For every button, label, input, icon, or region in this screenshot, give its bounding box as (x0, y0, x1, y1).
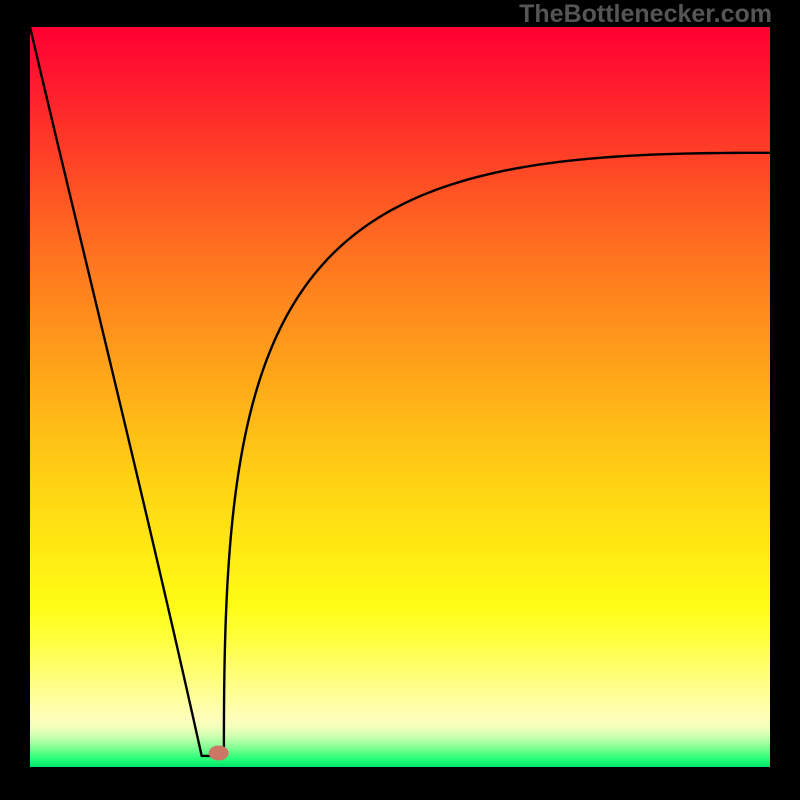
watermark-text: TheBottlenecker.com (519, 0, 772, 29)
plot-area (30, 27, 770, 767)
plot-canvas (30, 27, 770, 767)
chart-stage: TheBottlenecker.com (0, 0, 800, 800)
